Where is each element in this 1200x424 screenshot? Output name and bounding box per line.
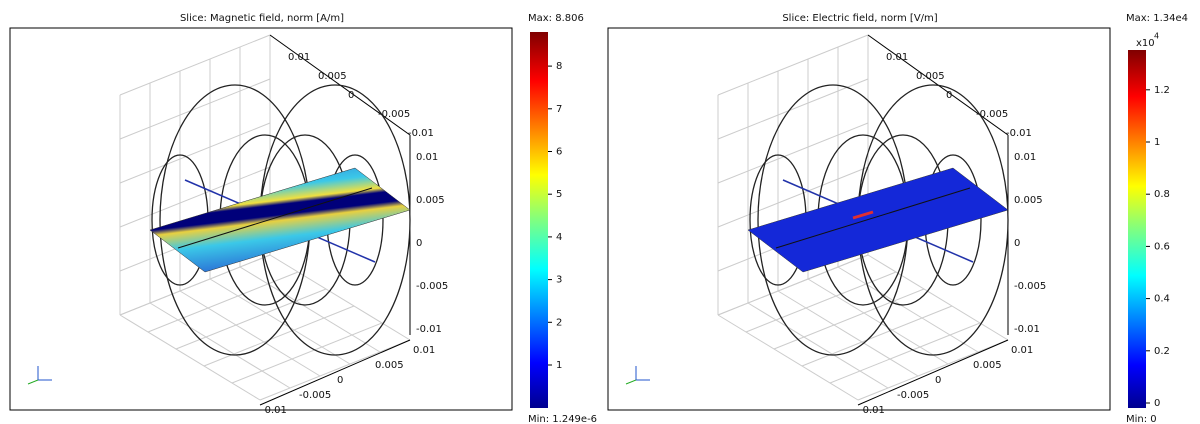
axis-tick-label: -0.01 <box>408 128 434 139</box>
axis-tick-label: 0 <box>946 90 952 101</box>
axis-tick-label: -0.01 <box>416 324 442 335</box>
axis-tick-label: -0.005 <box>299 390 331 401</box>
colorbar-tick-label: 2 <box>556 317 562 328</box>
axis-tick-label: -0.005 <box>897 390 929 401</box>
colorbar-tick-label: 4 <box>556 232 562 243</box>
axis-tick-label: 0 <box>935 375 941 386</box>
axis-tick-label: 0.005 <box>916 71 945 82</box>
colorbar-tick-label: 0.8 <box>1154 189 1170 200</box>
colorbar-tick-label: 3 <box>556 275 562 286</box>
colorbar-tick-label: 0.2 <box>1154 346 1170 357</box>
axis-tick-label: -0.005 <box>378 109 410 120</box>
plot-title: Slice: Magnetic field, norm [A/m] <box>180 13 344 24</box>
axis-tick-label: 0.005 <box>375 360 404 371</box>
colorbar-max-label: Max: 1.34e4 <box>1126 13 1188 24</box>
colorbar-exponent-power: 4 <box>1154 32 1159 41</box>
axis-tick-label: 0.005 <box>1014 195 1043 206</box>
axis-tick-label: -0.01 <box>859 405 885 416</box>
axis-tick-label: -0.005 <box>1014 281 1046 292</box>
axis-tick-label: 0 <box>416 238 422 249</box>
axis-tick-label: -0.005 <box>416 281 448 292</box>
screenshot: Slice: Magnetic field, norm [A/m] 0.01 0.0… <box>0 0 1200 424</box>
colorbar-tick-label: 0 <box>1154 398 1160 409</box>
colorbar-tick-label: 6 <box>556 147 562 158</box>
axis-tick-label: 0.005 <box>973 360 1002 371</box>
colorbar-max-label: Max: 8.806 <box>528 13 584 24</box>
axis-tick-label: 0 <box>348 90 354 101</box>
plot-panel: Slice: Electric field, norm [V/m] 0.01 0.0… <box>608 13 1188 424</box>
axis-tick-label: -0.01 <box>1006 128 1032 139</box>
axis-tick-label: 0.01 <box>288 52 310 63</box>
plot-title: Slice: Electric field, norm [V/m] <box>782 13 937 24</box>
colorbar-tick-label: 0.6 <box>1154 241 1170 252</box>
axis-tick-label: -0.01 <box>1014 324 1040 335</box>
axis-tick-label: 0.01 <box>413 345 435 356</box>
axis-tick-label: 0.01 <box>886 52 908 63</box>
axis-tick-label: 0.01 <box>416 152 438 163</box>
plot-panel: Slice: Magnetic field, norm [A/m] 0.01 0.0… <box>10 13 597 424</box>
colorbar-tick-label: 5 <box>556 189 562 200</box>
axis-tick-label: 0.005 <box>416 195 445 206</box>
colorbar <box>530 32 548 408</box>
colorbar-tick-label: 0.4 <box>1154 294 1170 305</box>
colorbar <box>1128 50 1146 408</box>
colorbar-min-label: Min: 0 <box>1126 414 1157 424</box>
axis-tick-label: 0 <box>1014 238 1020 249</box>
axis-tick-label: -0.01 <box>261 405 287 416</box>
axis-tick-label: -0.005 <box>976 109 1008 120</box>
colorbar-tick-label: 7 <box>556 104 562 115</box>
colorbar-tick-label: 1 <box>1154 137 1160 148</box>
axis-tick-label: 0 <box>337 375 343 386</box>
colorbar-tick-label: 1.2 <box>1154 85 1170 96</box>
axis-tick-label: 0.01 <box>1011 345 1033 356</box>
colorbar-tick-label: 8 <box>556 61 562 72</box>
colorbar-tick-label: 1 <box>556 360 562 371</box>
colorbar-exponent: x10 <box>1136 38 1155 49</box>
axis-tick-label: 0.005 <box>318 71 347 82</box>
axis-tick-label: 0.01 <box>1014 152 1036 163</box>
colorbar-min-label: Min: 1.249e-6 <box>528 414 597 424</box>
